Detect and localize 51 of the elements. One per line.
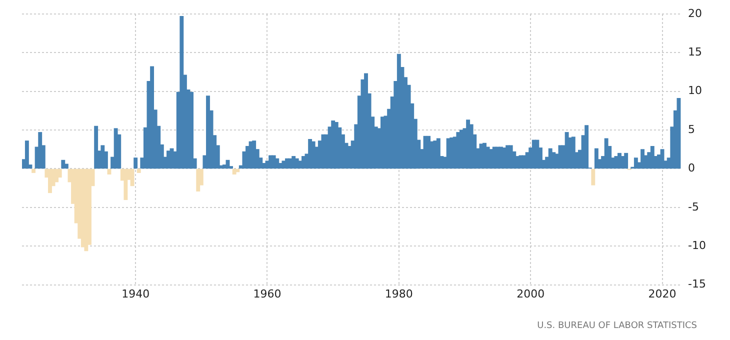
bar bbox=[64, 164, 68, 169]
y-tick-label: -5 bbox=[688, 200, 700, 214]
bar bbox=[660, 149, 664, 169]
bar bbox=[38, 132, 42, 169]
bar bbox=[426, 136, 431, 169]
x-tick-label: 2000 bbox=[516, 287, 545, 300]
bar bbox=[94, 126, 98, 169]
bar bbox=[136, 168, 141, 173]
bar bbox=[180, 16, 184, 169]
x-tick-label: 1980 bbox=[384, 287, 413, 300]
bar bbox=[552, 152, 556, 169]
bar bbox=[206, 96, 210, 169]
bar bbox=[535, 140, 540, 169]
bar bbox=[282, 160, 286, 169]
bar bbox=[594, 148, 598, 169]
y-tick-label: 10 bbox=[688, 84, 702, 98]
bar bbox=[58, 168, 62, 178]
bar bbox=[252, 140, 256, 169]
bar bbox=[32, 168, 36, 173]
bar bbox=[48, 168, 52, 194]
bar bbox=[190, 92, 194, 169]
bar bbox=[196, 168, 200, 192]
bar bbox=[130, 168, 134, 186]
bar bbox=[466, 120, 470, 169]
bar bbox=[100, 145, 105, 169]
bar bbox=[640, 149, 645, 169]
x-tick-label: 1960 bbox=[253, 287, 282, 300]
bar bbox=[308, 139, 312, 169]
y-tick-label: -15 bbox=[688, 278, 706, 291]
bar bbox=[275, 158, 280, 169]
bar bbox=[24, 140, 29, 169]
y-tick-label: -10 bbox=[688, 238, 706, 252]
y-tick-label: 20 bbox=[688, 6, 702, 20]
bar bbox=[54, 168, 59, 182]
bar bbox=[292, 156, 296, 169]
bar bbox=[150, 66, 154, 169]
text: U.S. BUREAU OF LABOR STATISTICS bbox=[537, 321, 698, 331]
bar bbox=[436, 138, 440, 169]
bar bbox=[624, 152, 628, 169]
x-tick-label: 1940 bbox=[122, 287, 150, 300]
bar bbox=[591, 168, 596, 186]
bar bbox=[124, 168, 128, 200]
y-tick-label: 0 bbox=[688, 162, 696, 175]
bar bbox=[61, 160, 66, 169]
bar bbox=[584, 125, 589, 169]
y-tick-label: 15 bbox=[688, 46, 702, 59]
x-tick-label: 2020 bbox=[648, 287, 676, 300]
bar bbox=[134, 158, 138, 169]
bar bbox=[634, 158, 638, 169]
bar bbox=[236, 168, 240, 172]
y-tick-label: 5 bbox=[688, 122, 696, 136]
